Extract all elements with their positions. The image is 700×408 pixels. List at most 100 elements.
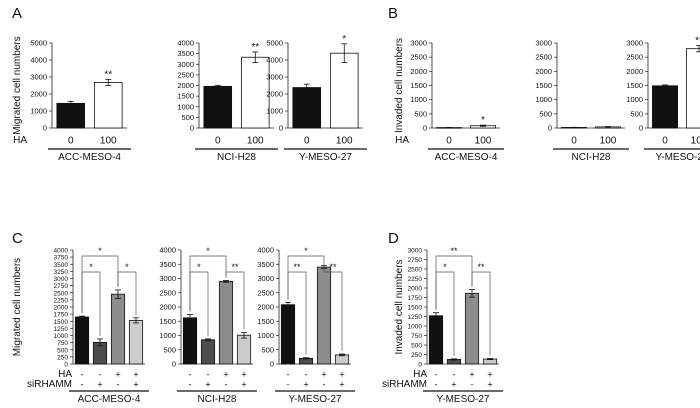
cell-line-label: ACC-MESO-4 xyxy=(435,152,498,163)
y-tick-label: 4000 xyxy=(159,246,176,255)
y-tick-label: 3000 xyxy=(535,39,552,48)
cell-line-label: Y-MESO-27 xyxy=(656,152,700,163)
condition-value: + xyxy=(339,380,344,390)
y-tick-label: 2500 xyxy=(408,267,423,274)
condition-row-label: HA xyxy=(13,135,27,146)
y-tick-label: 1000 xyxy=(257,331,274,340)
bar xyxy=(428,315,444,365)
cell-line-label: Y-MESO-27 xyxy=(299,152,352,163)
y-tick-label: 2000 xyxy=(266,90,283,99)
y-tick-label: 0 xyxy=(418,362,422,369)
significance-label: ** xyxy=(251,42,259,53)
bracket-label: * xyxy=(443,262,447,272)
condition-value: - xyxy=(287,370,290,380)
significance-bracket xyxy=(189,255,227,312)
cell-line-label: NCI-H28 xyxy=(198,394,237,405)
bar xyxy=(329,52,359,129)
bar xyxy=(203,85,233,129)
y-tick-label: 1000 xyxy=(535,95,552,104)
y-tick-label: 3250 xyxy=(54,269,69,276)
condition-value: + xyxy=(487,380,492,390)
condition-value: 100 xyxy=(600,136,617,147)
condition-value: + xyxy=(205,380,210,390)
condition-value: + xyxy=(133,370,138,380)
significance-label: ** xyxy=(695,36,700,47)
bar xyxy=(236,334,252,365)
y-tick-label: 1500 xyxy=(257,317,274,326)
y-tick-label: 3000 xyxy=(257,274,274,283)
y-tick-label: 1500 xyxy=(535,81,552,90)
y-axis-label: Invaded cell numbers xyxy=(394,259,405,354)
y-tick-label: 3500 xyxy=(257,260,274,269)
y-tick-label: 1000 xyxy=(408,324,423,331)
condition-value: - xyxy=(287,380,290,390)
bar xyxy=(93,82,123,129)
condition-value: - xyxy=(99,370,102,380)
bar xyxy=(218,280,234,365)
significance-label: ** xyxy=(104,69,112,80)
bar xyxy=(686,48,700,129)
y-tick-label: 500 xyxy=(411,343,422,350)
y-tick-label: 4000 xyxy=(30,56,47,65)
condition-row-label: siRHAMM xyxy=(27,379,72,390)
significance-label: * xyxy=(481,115,485,126)
y-tick-label: 2500 xyxy=(159,288,176,297)
condition-value: + xyxy=(133,380,138,390)
bracket-label: ** xyxy=(450,246,458,256)
y-tick-label: 2500 xyxy=(177,70,194,79)
condition-row-label: siRHAMM xyxy=(382,379,427,390)
condition-value: 0 xyxy=(215,136,221,147)
y-tick-label: 500 xyxy=(414,109,427,118)
y-tick-label: 2000 xyxy=(408,286,423,293)
y-tick-label: 1250 xyxy=(408,314,423,321)
condition-value: + xyxy=(97,380,102,390)
y-tick-label: 1000 xyxy=(30,107,47,116)
y-tick-label: 1000 xyxy=(410,95,427,104)
y-tick-label: 4000 xyxy=(54,248,69,255)
condition-value: 0 xyxy=(68,136,74,147)
y-tick-label: 0 xyxy=(279,124,283,133)
cell-line-label: Y-MESO-27 xyxy=(437,394,490,405)
y-tick-label: 1000 xyxy=(177,102,194,111)
y-tick-label: 500 xyxy=(163,345,176,354)
y-tick-label: 0 xyxy=(639,124,643,133)
y-tick-label: 0 xyxy=(43,124,47,133)
y-tick-label: 500 xyxy=(539,109,552,118)
panel-letter: B xyxy=(388,5,398,22)
y-tick-label: 1500 xyxy=(410,81,427,90)
y-tick-label: 250 xyxy=(411,352,422,359)
panel-letter: A xyxy=(12,5,22,22)
y-tick-label: 0 xyxy=(548,124,552,133)
bracket-label: * xyxy=(98,246,102,256)
condition-value: + xyxy=(487,370,492,380)
y-tick-label: 2750 xyxy=(54,283,69,290)
significance-bracket xyxy=(435,255,473,310)
condition-value: - xyxy=(81,370,84,380)
y-tick-label: 3000 xyxy=(177,60,194,69)
bracket-label: ** xyxy=(231,262,239,272)
y-tick-label: 3000 xyxy=(266,73,283,82)
y-tick-label: 3000 xyxy=(408,248,423,255)
condition-value: - xyxy=(189,380,192,390)
y-tick-label: 2000 xyxy=(626,67,643,76)
y-tick-label: 2000 xyxy=(159,303,176,312)
bar xyxy=(182,317,198,365)
y-tick-label: 2000 xyxy=(54,305,69,312)
bar xyxy=(652,85,678,129)
y-tick-label: 2000 xyxy=(535,67,552,76)
y-tick-label: 500 xyxy=(630,109,643,118)
y-tick-label: 750 xyxy=(411,333,422,340)
condition-value: + xyxy=(303,380,308,390)
condition-row-label: HA xyxy=(58,369,72,380)
bracket-label: * xyxy=(304,246,308,256)
y-tick-label: 1500 xyxy=(159,317,176,326)
condition-value: 100 xyxy=(691,136,700,147)
y-tick-label: 1500 xyxy=(177,92,194,101)
y-tick-label: 2500 xyxy=(54,290,69,297)
y-tick-label: 1750 xyxy=(54,312,69,319)
condition-value: + xyxy=(469,370,474,380)
condition-value: + xyxy=(451,380,456,390)
y-tick-label: 3000 xyxy=(159,274,176,283)
bracket-label: * xyxy=(89,262,93,272)
